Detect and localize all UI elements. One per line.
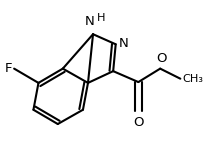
Text: O: O bbox=[133, 116, 144, 129]
Text: CH₃: CH₃ bbox=[182, 74, 203, 84]
Text: N: N bbox=[119, 37, 129, 50]
Text: F: F bbox=[5, 62, 12, 75]
Text: H: H bbox=[97, 13, 106, 23]
Text: N: N bbox=[85, 15, 95, 28]
Text: O: O bbox=[156, 52, 166, 65]
